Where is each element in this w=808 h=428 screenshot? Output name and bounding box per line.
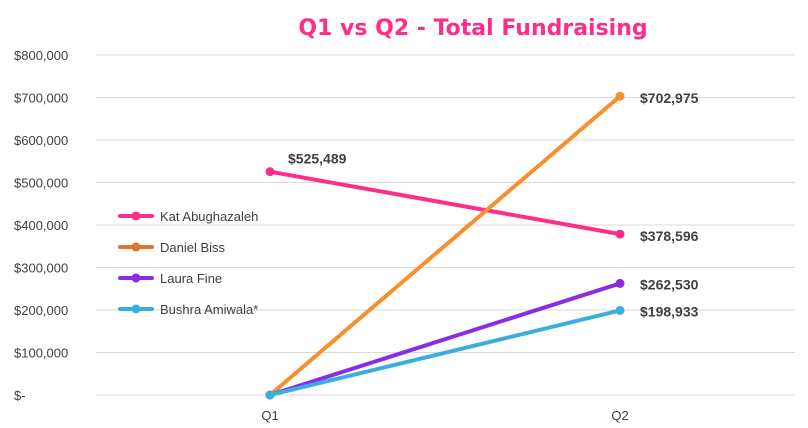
legend-label: Kat Abughazaleh (160, 209, 258, 224)
y-tick-label: $600,000 (14, 133, 68, 148)
y-tick-label: $300,000 (14, 261, 68, 276)
legend-label: Daniel Biss (160, 240, 226, 255)
x-tick-label: Q2 (611, 408, 628, 423)
data-label: $262,530 (640, 276, 699, 292)
x-tick-label: Q1 (261, 408, 278, 423)
y-tick-label: $200,000 (14, 303, 68, 318)
legend-swatch-marker (131, 211, 141, 221)
data-point (265, 167, 275, 177)
legend: Kat Abughazaleh Daniel Biss Laura Fine Bush… (118, 209, 258, 317)
data-point (615, 278, 625, 288)
data-label: $378,596 (640, 228, 699, 244)
legend-swatch-marker (131, 273, 141, 283)
y-tick-label: $- (14, 388, 26, 403)
series-line (268, 94, 622, 397)
y-tick-label: $800,000 (14, 48, 68, 63)
gridlines (96, 54, 795, 353)
data-point (615, 229, 625, 239)
data-label: $198,933 (640, 303, 699, 319)
data-label: $702,975 (640, 90, 699, 106)
series-line (268, 169, 622, 237)
legend-swatch-marker (131, 304, 141, 314)
legend-swatch-marker (131, 242, 141, 252)
series-line (268, 281, 622, 397)
y-tick-label: $700,000 (14, 91, 68, 106)
legend-label: Laura Fine (160, 271, 222, 286)
legend-label: Bushra Amiwala* (160, 302, 258, 317)
data-point (615, 91, 625, 101)
axes: $- $100,000 $200,000 $300,000 $400,000 $500,0… (14, 48, 795, 423)
y-tick-label: $500,000 (14, 176, 68, 191)
y-tick-label: $400,000 (14, 218, 68, 233)
data-labels: $525,489 $378,596 $702,975 $262,530 $198,933 (288, 90, 699, 319)
data-point (265, 390, 275, 400)
data-label: $525,489 (288, 151, 347, 167)
series-line (268, 308, 622, 397)
data-point (615, 305, 625, 315)
y-tick-label: $100,000 (14, 346, 68, 361)
chart-title: Q1 vs Q2 - Total Fundraising (298, 16, 647, 41)
series-lines (265, 91, 625, 400)
